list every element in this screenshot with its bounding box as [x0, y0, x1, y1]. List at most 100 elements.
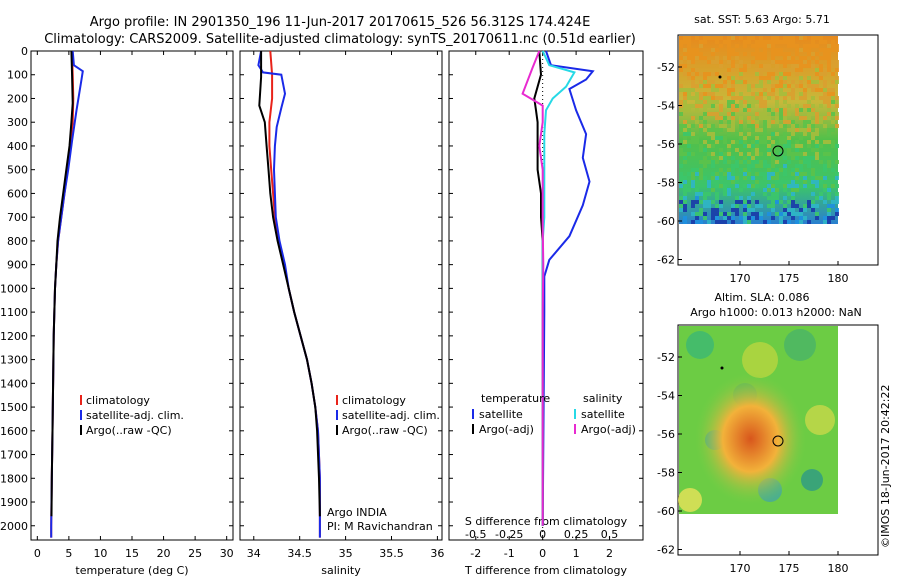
sst-cell — [691, 140, 695, 144]
sst-cell — [683, 208, 687, 212]
sst-cell — [819, 120, 823, 124]
sst-cell — [775, 76, 779, 80]
sst-cell — [695, 200, 699, 204]
sla-map-land-dot — [720, 366, 724, 370]
sst-cell — [723, 124, 727, 128]
sst-cell — [811, 208, 815, 212]
sst-cell — [831, 80, 835, 84]
salinity-xtick-label: 34 — [247, 547, 261, 560]
temperature-legend-label: climatology — [86, 394, 150, 407]
sst-cell — [751, 208, 755, 212]
sst-cell — [815, 72, 819, 76]
sst-cell — [731, 64, 735, 68]
sst-cell — [735, 108, 739, 112]
sst-cell — [743, 216, 747, 220]
sst-cell — [775, 96, 779, 100]
sst-cell — [687, 96, 691, 100]
sst-cell — [835, 144, 839, 148]
sst-cell — [831, 64, 835, 68]
sst-cell — [799, 168, 803, 172]
sst-cell — [799, 48, 803, 52]
sst-cell — [699, 44, 703, 48]
sst-cell — [759, 72, 763, 76]
sst-cell — [735, 208, 739, 212]
sst-cell — [715, 176, 719, 180]
sst-cell — [807, 76, 811, 80]
sst-cell — [759, 96, 763, 100]
sst-cell — [695, 52, 699, 56]
sst-cell — [835, 176, 839, 180]
sst-cell — [795, 140, 799, 144]
sst-cell — [715, 128, 719, 132]
sst-cell — [715, 208, 719, 212]
sst-cell — [727, 176, 731, 180]
sst-cell — [727, 132, 731, 136]
sst-cell — [791, 216, 795, 220]
sst-cell — [811, 132, 815, 136]
sst-cell — [699, 192, 703, 196]
sst-cell — [779, 40, 783, 44]
sst-cell — [771, 60, 775, 64]
sst-cell — [799, 56, 803, 60]
sst-cell — [799, 92, 803, 96]
sst-cell — [815, 212, 819, 216]
map-ytick-label: -52 — [657, 61, 675, 74]
sst-cell — [731, 168, 735, 172]
temperature-series-argo-raw-qc- — [50, 50, 74, 517]
sst-cell — [711, 212, 715, 216]
sst-cell — [715, 140, 719, 144]
sst-cell — [775, 104, 779, 108]
sst-cell — [731, 120, 735, 124]
sst-cell — [703, 104, 707, 108]
sst-cell — [819, 40, 823, 44]
sst-cell — [823, 140, 827, 144]
difference-legend-label: Argo(-adj) — [479, 423, 534, 436]
sst-cell — [767, 40, 771, 44]
sst-cell — [799, 84, 803, 88]
sst-cell — [827, 92, 831, 96]
sst-cell — [779, 216, 783, 220]
sst-cell — [807, 84, 811, 88]
sst-cell — [711, 188, 715, 192]
sst-cell — [707, 72, 711, 76]
sst-cell — [747, 132, 751, 136]
sst-cell — [775, 84, 779, 88]
sst-cell — [755, 120, 759, 124]
sst-cell — [687, 144, 691, 148]
sst-cell — [815, 176, 819, 180]
sst-cell — [827, 196, 831, 200]
sst-cell — [691, 180, 695, 184]
sst-cell — [739, 128, 743, 132]
sst-cell — [775, 188, 779, 192]
sst-cell — [775, 52, 779, 56]
sst-cell — [719, 176, 723, 180]
sst-cell — [699, 160, 703, 164]
sst-cell — [795, 60, 799, 64]
sst-cell — [683, 184, 687, 188]
sst-cell — [723, 152, 727, 156]
sst-cell — [815, 180, 819, 184]
sst-cell — [831, 60, 835, 64]
sst-cell — [787, 60, 791, 64]
sst-cell — [743, 68, 747, 72]
sst-cell — [695, 84, 699, 88]
sst-cell — [791, 192, 795, 196]
sst-cell — [715, 160, 719, 164]
sst-cell — [795, 184, 799, 188]
sst-cell — [759, 64, 763, 68]
sst-cell — [763, 112, 767, 116]
sst-cell — [747, 100, 751, 104]
sst-cell — [771, 216, 775, 220]
sst-cell — [695, 136, 699, 140]
sst-cell — [819, 68, 823, 72]
sst-cell — [767, 204, 771, 208]
sst-cell — [779, 76, 783, 80]
sst-cell — [803, 160, 807, 164]
sst-cell — [751, 84, 755, 88]
sst-cell — [787, 104, 791, 108]
sst-cell — [731, 180, 735, 184]
sst-cell — [683, 40, 687, 44]
sst-cell — [735, 96, 739, 100]
sst-cell — [751, 152, 755, 156]
sst-cell — [707, 84, 711, 88]
